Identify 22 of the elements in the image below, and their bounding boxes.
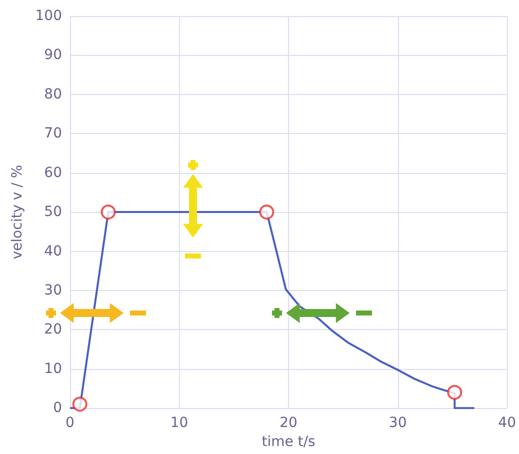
x-tick-label: 20: [280, 415, 298, 432]
x-tick-label: 10: [170, 415, 188, 432]
y-tick-label: 70: [44, 126, 62, 142]
y-tick-label: 30: [44, 282, 62, 298]
x-tick-label: 30: [388, 415, 407, 432]
y-tick-label: 100: [35, 8, 62, 24]
y-tick-label: 50: [44, 204, 62, 220]
x-axis-title: time t/s: [262, 434, 316, 450]
y-tick-label: 10: [44, 360, 62, 377]
y-tick-label: 80: [44, 86, 62, 102]
point: [100, 204, 116, 220]
y-tick-label: 20: [44, 322, 62, 338]
y-tick-label: 60: [44, 164, 62, 181]
point: [447, 384, 462, 400]
y-tick-label: 90: [44, 47, 62, 64]
y-axis-title: velocity v / %: [9, 164, 26, 260]
y-tick-label: 0: [53, 400, 62, 416]
x-tick-label: 0: [66, 415, 74, 432]
point: [259, 204, 274, 220]
point: [72, 396, 88, 412]
y-tick-label: 40: [44, 243, 62, 260]
x-tick-label: 40: [498, 415, 516, 432]
